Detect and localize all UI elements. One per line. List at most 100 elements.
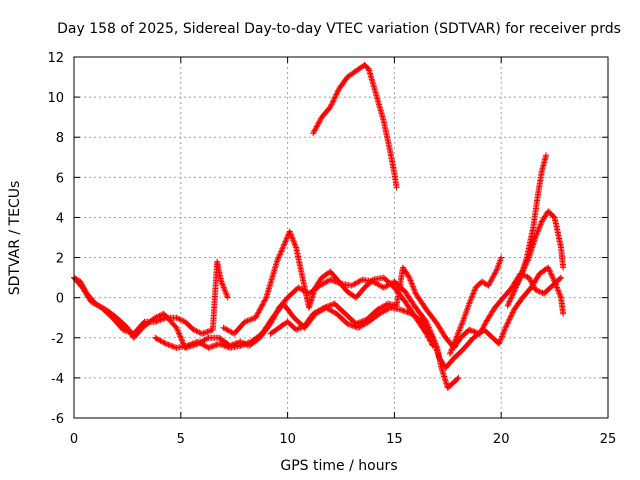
data-point xyxy=(507,297,514,304)
data-point xyxy=(327,276,334,283)
data-point xyxy=(312,126,319,133)
data-point xyxy=(428,340,435,347)
data-point xyxy=(508,312,515,319)
data-point xyxy=(553,284,560,291)
data-point xyxy=(244,340,251,347)
data-point xyxy=(471,328,478,335)
data-point xyxy=(291,240,298,247)
data-point xyxy=(507,315,514,322)
data-point xyxy=(212,342,219,349)
data-point xyxy=(543,152,550,159)
data-point xyxy=(550,213,557,220)
data-point xyxy=(204,335,211,342)
data-point xyxy=(455,330,462,337)
data-point xyxy=(331,95,338,102)
data-point xyxy=(317,116,324,123)
data-point xyxy=(479,325,486,332)
data-point xyxy=(310,130,317,137)
data-point xyxy=(476,330,483,337)
data-point xyxy=(455,374,462,381)
data-point xyxy=(347,321,354,328)
data-point xyxy=(356,319,363,326)
data-point xyxy=(254,310,261,317)
data-point xyxy=(176,316,183,323)
data-point xyxy=(535,227,542,234)
data-point xyxy=(311,127,318,134)
data-point xyxy=(454,331,461,338)
data-point xyxy=(481,321,488,328)
data-point xyxy=(407,277,414,284)
data-point xyxy=(157,316,164,323)
ticks xyxy=(73,56,609,419)
data-point xyxy=(327,102,334,109)
data-point xyxy=(275,255,282,262)
data-point xyxy=(173,324,180,331)
data-point xyxy=(469,293,476,300)
data-point xyxy=(368,277,375,284)
data-point xyxy=(507,295,514,302)
data-point xyxy=(168,342,175,349)
y-tick-label: -6 xyxy=(51,412,64,427)
data-point xyxy=(516,274,523,281)
data-point xyxy=(206,344,213,351)
data-point xyxy=(289,234,296,241)
data-point xyxy=(327,302,334,309)
data-point xyxy=(358,318,365,325)
data-point xyxy=(514,279,521,286)
data-point xyxy=(331,94,338,101)
data-point xyxy=(204,328,211,335)
data-point xyxy=(282,238,289,245)
data-point xyxy=(201,329,208,336)
chart-title: Day 158 of 2025, Sidereal Day-to-day VTE… xyxy=(57,21,621,37)
data-point xyxy=(497,337,504,344)
data-point xyxy=(530,283,537,290)
data-point xyxy=(469,291,476,298)
data-point xyxy=(530,282,537,289)
data-point xyxy=(505,317,512,324)
data-point xyxy=(535,287,542,294)
data-point xyxy=(162,340,169,347)
data-point xyxy=(470,290,477,297)
data-point xyxy=(481,322,488,329)
data-point xyxy=(242,340,249,347)
data-point xyxy=(220,282,227,289)
data-point xyxy=(521,264,528,271)
data-point xyxy=(546,267,553,274)
data-point xyxy=(332,93,339,100)
data-point xyxy=(534,230,541,237)
data-point xyxy=(158,316,165,323)
data-point xyxy=(519,268,526,275)
data-point xyxy=(175,330,182,337)
data-point xyxy=(279,245,286,252)
data-point xyxy=(467,296,474,303)
data-point xyxy=(320,304,327,311)
data-point xyxy=(513,281,520,288)
data-point xyxy=(453,333,460,340)
data-point xyxy=(511,288,518,295)
data-point xyxy=(426,336,433,343)
data-point xyxy=(550,275,557,282)
data-point xyxy=(545,264,552,271)
data-point xyxy=(526,275,533,282)
data-point xyxy=(538,219,545,226)
data-point xyxy=(328,277,335,284)
data-point xyxy=(525,274,532,281)
data-point xyxy=(219,281,226,288)
data-point xyxy=(410,284,417,291)
data-point xyxy=(537,221,544,228)
data-point xyxy=(174,326,181,333)
data-point xyxy=(454,375,461,382)
data-point xyxy=(532,233,539,240)
data-point xyxy=(262,296,269,303)
data-point xyxy=(560,264,567,271)
data-point xyxy=(253,313,260,320)
data-point xyxy=(345,321,352,328)
data-point xyxy=(333,91,340,98)
data-point xyxy=(322,304,329,311)
data-point xyxy=(405,273,412,280)
data-point xyxy=(121,327,128,334)
data-point xyxy=(200,330,207,337)
data-point xyxy=(153,318,160,325)
